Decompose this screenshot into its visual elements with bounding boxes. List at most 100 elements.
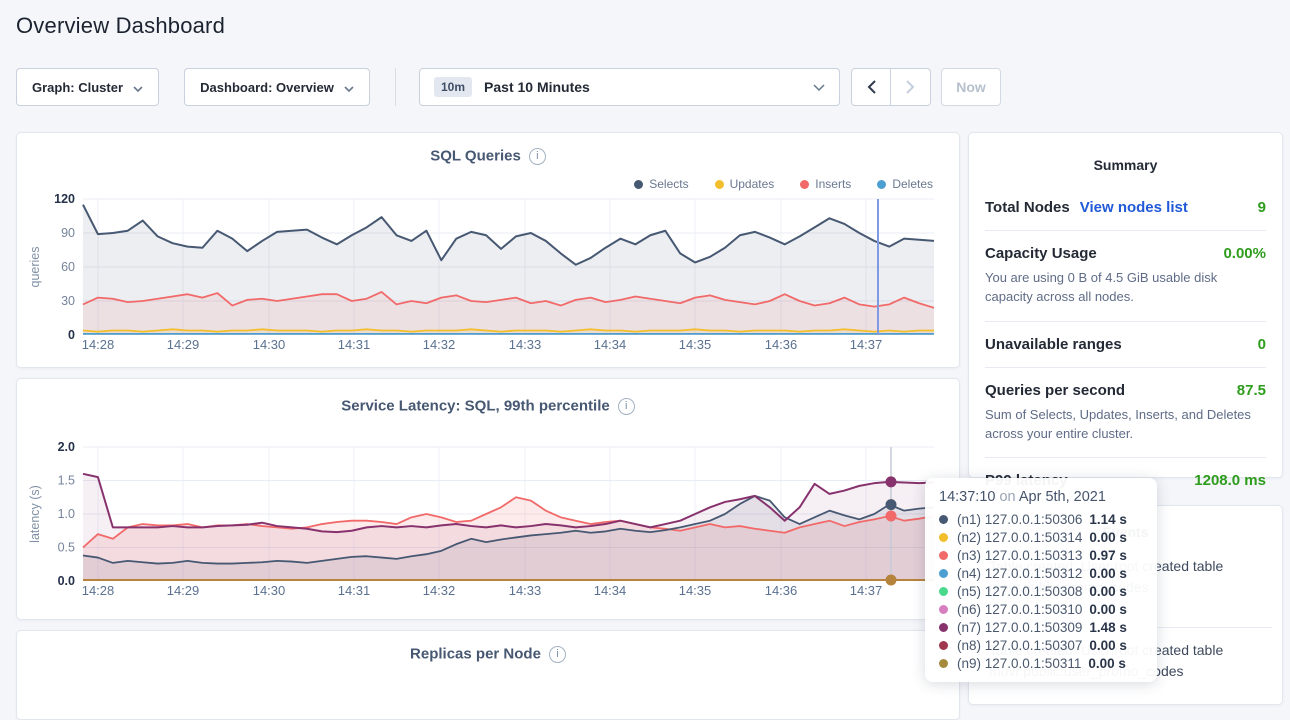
svg-text:14:32: 14:32 <box>423 583 456 598</box>
view-nodes-list-link[interactable]: View nodes list <box>1079 199 1188 216</box>
svg-text:latency (s): latency (s) <box>28 485 42 543</box>
svg-text:14:29: 14:29 <box>167 583 200 598</box>
capacity-usage-label: Capacity Usage <box>985 245 1097 262</box>
divider <box>985 320 1266 322</box>
dashboard-selector-label: Dashboard: Overview <box>200 79 334 95</box>
time-prev-button[interactable] <box>851 68 891 106</box>
sql-queries-panel: SQL Queries i Selects Updates Inserts Del… <box>16 132 960 368</box>
graph-selector-label: Graph: Cluster <box>31 79 123 95</box>
node-color-dot-icon <box>939 514 948 524</box>
time-window-label: Past 10 Minutes <box>484 79 590 95</box>
inserts-dot-icon <box>800 179 810 189</box>
service-latency-title: Service Latency: SQL, 99th percentile i <box>17 397 959 415</box>
queries-per-second-description: Sum of Selects, Updates, Inserts, and De… <box>985 406 1251 441</box>
tooltip-node-row: (n7) 127.0.0.1:50309 1.48 s <box>939 618 1143 636</box>
legend-item-deletes[interactable]: Deletes <box>877 177 933 191</box>
summary-heading: Summary <box>1093 157 1158 173</box>
tooltip-node-row: (n4) 127.0.0.1:50312 0.00 s <box>939 564 1143 582</box>
info-icon[interactable]: i <box>617 397 635 415</box>
svg-text:14:31: 14:31 <box>338 337 371 352</box>
svg-text:14:34: 14:34 <box>594 583 627 598</box>
svg-text:14:33: 14:33 <box>509 337 542 352</box>
total-nodes-label: Total Nodes <box>985 199 1070 216</box>
time-nav-group <box>851 68 931 106</box>
svg-text:30: 30 <box>61 294 75 308</box>
unavailable-ranges-value: 0 <box>1257 335 1266 353</box>
updates-dot-icon <box>714 179 724 189</box>
info-icon[interactable]: i <box>528 147 546 165</box>
chevron-left-icon <box>867 80 876 94</box>
tooltip-node-row: (n8) 127.0.0.1:50307 0.00 s <box>939 636 1143 654</box>
chevron-right-icon <box>906 80 915 94</box>
svg-text:14:36: 14:36 <box>765 583 798 598</box>
node-color-dot-icon <box>939 658 948 668</box>
p99-latency-value: 1208.0 ms <box>1194 472 1266 490</box>
svg-text:14:37: 14:37 <box>850 583 883 598</box>
divider <box>985 457 1266 459</box>
tooltip-node-row: (n3) 127.0.0.1:50313 0.97 s <box>939 546 1143 564</box>
svg-text:14:37: 14:37 <box>850 337 883 352</box>
svg-text:0: 0 <box>68 328 75 342</box>
node-color-dot-icon <box>939 604 948 614</box>
svg-text:14:32: 14:32 <box>423 337 456 352</box>
tooltip-node-row: (n9) 127.0.0.1:50311 0.00 s <box>939 654 1143 672</box>
svg-text:1.0: 1.0 <box>58 507 75 521</box>
time-next-button[interactable] <box>891 68 931 106</box>
chevron-down-icon <box>813 78 825 96</box>
svg-text:60: 60 <box>61 260 75 274</box>
svg-text:14:35: 14:35 <box>679 583 712 598</box>
legend-item-updates[interactable]: Updates <box>714 177 774 191</box>
chevron-down-icon <box>133 80 143 95</box>
graph-selector-dropdown[interactable]: Graph: Cluster <box>16 68 159 106</box>
total-nodes-row: Total Nodes View nodes list 9 <box>985 199 1266 216</box>
sql-queries-title: SQL Queries i <box>17 147 959 165</box>
svg-text:120: 120 <box>54 192 75 206</box>
svg-text:14:30: 14:30 <box>253 337 286 352</box>
tooltip-node-row: (n2) 127.0.0.1:50314 0.00 s <box>939 528 1143 546</box>
svg-text:2.0: 2.0 <box>58 440 75 454</box>
queries-per-second-label: Queries per second <box>985 381 1126 399</box>
tooltip-node-row: (n6) 127.0.0.1:50310 0.00 s <box>939 600 1143 618</box>
unavailable-ranges-row: Unavailable ranges 0 <box>985 336 1266 353</box>
deletes-dot-icon <box>877 179 887 189</box>
svg-text:14:35: 14:35 <box>679 337 712 352</box>
now-button[interactable]: Now <box>941 68 1001 106</box>
service-latency-chart[interactable]: 14:28 14:29 14:30 14:31 14:32 14:33 14:34 14:35… <box>17 379 961 621</box>
service-latency-panel: Service Latency: SQL, 99th percentile i 1… <box>16 378 960 620</box>
page-title: Overview Dashboard <box>16 13 226 38</box>
capacity-usage-value: 0.00% <box>1223 245 1266 262</box>
capacity-usage-row: Capacity Usage 0.00% <box>985 245 1266 262</box>
replicas-per-node-panel: Replicas per Node i <box>16 630 960 720</box>
svg-text:14:30: 14:30 <box>253 583 286 598</box>
svg-text:14:31: 14:31 <box>338 583 371 598</box>
chevron-down-icon <box>344 80 354 95</box>
toolbar-divider <box>395 68 396 106</box>
tooltip-node-row: (n5) 127.0.0.1:50308 0.00 s <box>939 582 1143 600</box>
svg-text:14:28: 14:28 <box>82 337 115 352</box>
time-window-badge: 10m <box>434 77 473 97</box>
legend-item-selects[interactable]: Selects <box>634 177 689 191</box>
svg-text:14:28: 14:28 <box>82 583 115 598</box>
tooltip-node-row: (n1) 127.0.0.1:50306 1.14 s <box>939 510 1143 528</box>
dashboard-selector-dropdown[interactable]: Dashboard: Overview <box>184 68 370 106</box>
unavailable-ranges-label: Unavailable ranges <box>985 335 1122 353</box>
total-nodes-value: 9 <box>1257 199 1266 216</box>
tooltip-timestamp: 14:37:10 on Apr 5th, 2021 <box>939 489 1106 505</box>
node-color-dot-icon <box>939 550 948 560</box>
info-icon[interactable]: i <box>548 645 566 663</box>
node-color-dot-icon <box>939 532 948 542</box>
selects-dot-icon <box>634 179 644 189</box>
sql-queries-chart[interactable]: 14:28 14:29 14:30 14:31 14:32 14:33 14:34 14:35… <box>17 133 961 369</box>
svg-text:0.5: 0.5 <box>58 541 75 555</box>
svg-text:0.0: 0.0 <box>58 574 75 588</box>
node-color-dot-icon <box>939 568 948 578</box>
svg-text:queries: queries <box>28 247 42 288</box>
svg-text:14:36: 14:36 <box>765 337 798 352</box>
time-range-dropdown[interactable]: 10m Past 10 Minutes <box>419 68 840 106</box>
svg-text:90: 90 <box>61 226 75 240</box>
legend-item-inserts[interactable]: Inserts <box>800 177 851 191</box>
capacity-usage-description: You are using 0 B of 4.5 GiB usable disk… <box>985 270 1218 304</box>
svg-text:14:33: 14:33 <box>509 583 542 598</box>
svg-text:1.5: 1.5 <box>58 474 75 488</box>
divider <box>985 230 1266 231</box>
